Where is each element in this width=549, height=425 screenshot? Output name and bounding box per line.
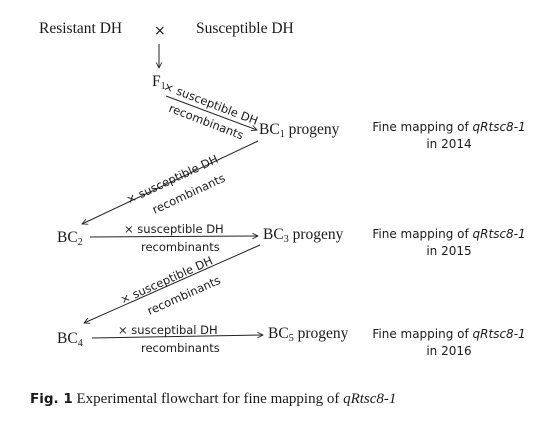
arrow-f1-to-bc1 [165, 95, 257, 130]
f1-sub: 1 [160, 81, 166, 92]
fine-mapping-note-2015: Fine mapping of qRtsc8-1 in 2015 [369, 226, 529, 260]
edge-bc4-bc5-line1: × susceptibal DH [118, 323, 218, 337]
edge-bc4-bc5-line2: recombinants [141, 341, 220, 355]
arrow-bc4-to-bc5 [91, 335, 263, 339]
bc5-base: BC [268, 325, 289, 342]
bc2-node: BC2 [57, 229, 83, 248]
note-2016-prefix: Fine mapping of [372, 327, 473, 341]
bc3-sub: 3 [283, 234, 289, 245]
bc3-suffix: progeny [288, 226, 344, 243]
bc4-node: BC4 [57, 330, 83, 349]
note-2015-prefix: Fine mapping of [372, 227, 473, 241]
bc1-sub: 1 [279, 129, 285, 140]
figure-caption: Fig. 1 Experimental flowchart for fine m… [30, 391, 396, 408]
bc2-sub: 2 [77, 237, 83, 248]
bc1-suffix: progeny [284, 121, 340, 138]
arrow-bc3-to-bc4 [84, 244, 261, 323]
resistant-dh-node: Resistant DH [39, 20, 123, 37]
note-2015-line1: Fine mapping of qRtsc8-1 [369, 226, 529, 243]
f1-node: F1 [152, 73, 166, 92]
caption-label: Fig. 1 [30, 391, 73, 407]
edge-bc2-bc3-line1: × susceptible DH [124, 222, 224, 236]
bc5-sub: 5 [288, 333, 294, 344]
caption-text: Experimental flowchart for fine mapping … [76, 391, 344, 407]
note-2016-year: in 2016 [426, 344, 472, 358]
note-2016-gene: qRtsc8-1 [472, 327, 526, 341]
bc5-progeny-node: BC5 progeny [268, 325, 349, 344]
note-2014-year: in 2014 [426, 137, 472, 151]
bc1-base: BC [259, 121, 280, 138]
bc4-base: BC [57, 330, 78, 347]
bc2-base: BC [57, 229, 78, 246]
susceptible-dh-node: Susceptible DH [196, 20, 294, 37]
edge-bc2-bc3-line2: recombinants [141, 240, 220, 254]
bc4-sub: 4 [77, 338, 83, 349]
arrow-bc2-to-bc3 [89, 236, 258, 237]
caption-gene: qRtsc8-1 [343, 391, 397, 407]
bc5-suffix: progeny [293, 325, 349, 342]
note-2015-year: in 2015 [426, 244, 472, 258]
bc3-progeny-node: BC3 progeny [263, 226, 344, 245]
arrow-bc1-to-bc2 [82, 140, 259, 224]
note-2014-gene: qRtsc8-1 [472, 120, 526, 134]
fine-mapping-note-2014: Fine mapping of qRtsc8-1 in 2014 [369, 119, 529, 153]
note-2014-prefix: Fine mapping of [372, 120, 473, 134]
bc3-base: BC [263, 226, 284, 243]
bc1-progeny-node: BC1 progeny [259, 121, 340, 140]
note-2015-gene: qRtsc8-1 [472, 227, 526, 241]
fine-mapping-note-2016: Fine mapping of qRtsc8-1 in 2016 [369, 326, 529, 360]
f1-base: F [152, 73, 161, 90]
cross-symbol: × [154, 23, 166, 39]
note-2014-line1: Fine mapping of qRtsc8-1 [369, 119, 529, 136]
note-2016-line1: Fine mapping of qRtsc8-1 [369, 326, 529, 343]
